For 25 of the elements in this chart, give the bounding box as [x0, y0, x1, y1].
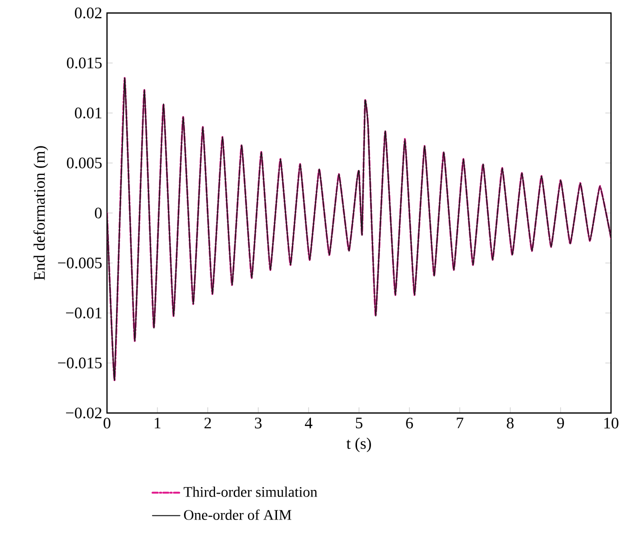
x-tick-label: 3 — [254, 418, 262, 428]
x-tick-label: 5 — [356, 418, 362, 428]
legend-label: One-order of AIM — [184, 509, 292, 520]
x-tick-label: 6 — [406, 418, 413, 428]
x-axis-title: t (s) — [346, 438, 371, 452]
x-tick-label: 10 — [604, 418, 618, 428]
y-tick-label: −0.005 — [58, 258, 102, 268]
x-tick-label: 1 — [154, 418, 160, 428]
y-tick-label: 0 — [94, 208, 102, 218]
y-tick-label: −0.015 — [58, 358, 102, 368]
y-tick-label: 0.005 — [66, 158, 102, 168]
x-tick-label: 0 — [104, 418, 110, 428]
y-tick-label: 0.01 — [74, 108, 102, 118]
x-tick-label: 2 — [204, 418, 211, 428]
y-tick-label: 0.015 — [66, 58, 102, 68]
line-series — [107, 77, 612, 381]
y-tick-label: −0.02 — [66, 408, 102, 418]
x-tick-label: 7 — [456, 418, 464, 428]
y-tick-label: 0.02 — [74, 8, 102, 18]
legend-label: Third-order simulation — [184, 486, 318, 497]
y-axis-title: End deformation (m) — [33, 146, 48, 280]
x-tick-label: 8 — [506, 418, 514, 428]
x-tick-label: 9 — [557, 418, 564, 428]
y-tick-label: −0.01 — [66, 308, 102, 318]
x-tick-label: 4 — [304, 418, 312, 428]
